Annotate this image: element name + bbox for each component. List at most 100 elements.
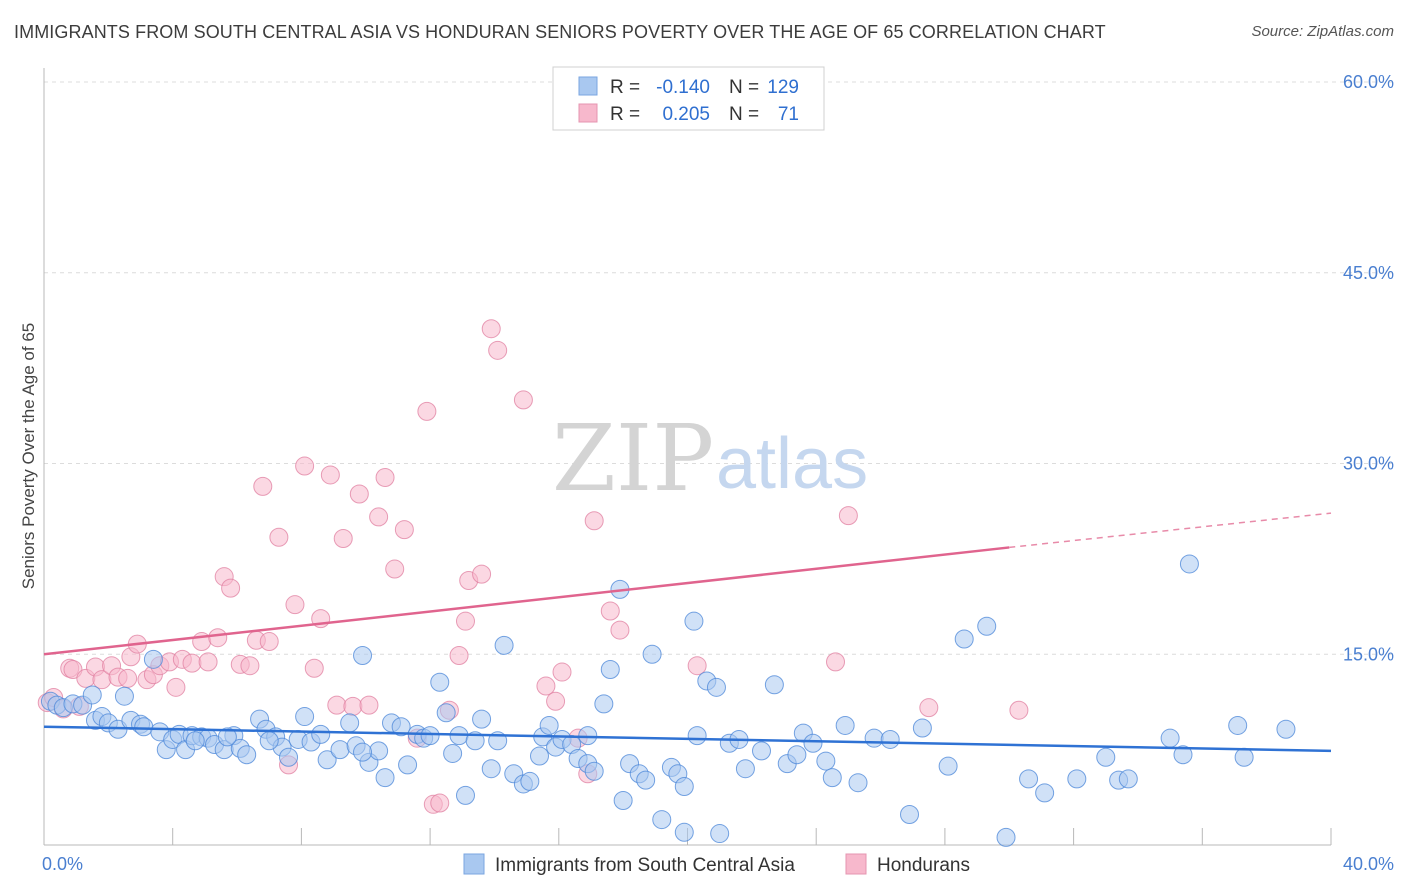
watermark: ZIP atlas [552,405,868,512]
immigrants-point-56 [465,731,485,751]
hondurans-point-29 [253,476,273,496]
immigrants-point-108 [1019,769,1039,789]
hondurans-point-18 [166,677,186,697]
hondurans-point-48 [417,401,437,421]
immigrants-point-50 [420,726,440,746]
immigrants-points [40,554,1296,847]
hondurans-point-56 [481,319,501,339]
immigrants-point-126 [217,727,237,747]
legend-r-label-pink: R = [610,104,640,125]
immigrants-point-91 [764,675,784,695]
immigrants-point-41 [353,646,373,666]
immigrants-point-44 [375,768,395,788]
hondurans-point-59 [536,676,556,696]
immigrants-point-127 [259,731,279,751]
immigrants-point-125 [185,731,205,751]
hondurans-point-61 [552,662,572,682]
hondurans-trend-line [43,546,1010,656]
immigrants-point-78 [642,644,662,664]
immigrants-point-57 [472,709,492,729]
series-legend: Immigrants from South Central Asia Hondu… [463,853,970,876]
watermark-atlas: atlas [716,424,868,504]
hondurans-point-27 [240,656,260,676]
immigrants-point-109 [1035,783,1055,803]
immigrants-trend-line [43,725,1332,753]
legend-swatch-blue [578,76,598,96]
legend-bottom-label-blue: Immigrants from South Central Asia [495,855,795,876]
legend-n-label-pink: N = [729,104,759,125]
hondurans-point-50 [430,793,450,813]
immigrants-point-90 [752,741,772,761]
immigrants-point-52 [436,703,456,723]
legend-r-label-blue: R = [610,77,640,98]
hondurans-point-42 [359,695,379,715]
hondurans-point-57 [488,340,508,360]
immigrants-point-55 [455,785,475,805]
hondurans-point-37 [320,465,340,485]
legend-bottom-swatch-pink [845,853,867,875]
hondurans-point-68 [826,652,846,672]
hondurans-point-11 [118,668,138,688]
hondurans-point-55 [472,564,492,584]
legend-swatch-pink [578,103,598,123]
immigrants-point-96 [816,751,836,771]
correlation-legend: R = -0.140 N = 129 R = 0.205 N = 71 [552,66,825,131]
hondurans-point-23 [208,628,228,648]
hondurans-point-52 [449,646,469,666]
immigrants-point-100 [864,728,884,748]
hondurans-point-46 [394,520,414,540]
immigrants-point-65 [539,715,559,735]
immigrants-point-104 [938,756,958,776]
immigrants-point-102 [900,804,920,824]
immigrants-point-47 [398,755,418,775]
immigrants-point-39 [340,713,360,733]
legend-r-value-blue: -0.140 [656,77,710,98]
immigrants-point-71 [584,761,604,781]
immigrants-point-5 [82,685,102,705]
watermark-zip: ZIP [552,405,714,512]
hondurans-point-64 [584,511,604,531]
hondurans-point-65 [600,601,620,621]
immigrants-point-111 [1096,747,1116,767]
immigrants-point-34 [295,707,315,727]
hondurans-trend-extension [1009,512,1332,549]
x-ticks [43,828,1332,845]
hondurans-point-67 [687,656,707,676]
immigrants-point-93 [787,745,807,765]
immigrants-point-63 [520,771,540,791]
immigrants-point-43 [369,741,389,761]
immigrants-point-79 [652,810,672,830]
hondurans-point-31 [269,527,289,547]
immigrants-point-113 [1118,769,1138,789]
hondurans-point-70 [919,698,939,718]
x-tick-label-min: 0.0% [42,854,83,874]
hondurans-point-38 [327,695,347,715]
immigrants-point-53 [443,743,463,763]
immigrants-point-117 [1228,715,1248,735]
legend-n-label-blue: N = [729,77,759,98]
chart-source: Source: ZipAtlas.com [1251,23,1394,40]
immigrants-point-116 [1179,554,1199,574]
immigrants-point-105 [954,629,974,649]
hondurans-point-45 [385,559,405,579]
immigrants-point-36 [311,724,331,744]
immigrants-point-84 [687,726,707,746]
immigrants-point-83 [684,611,704,631]
immigrants-point-107 [996,827,1016,847]
immigrants-point-99 [848,773,868,793]
immigrants-point-95 [803,733,823,753]
y-tick-label-60: 60.0% [1343,72,1394,92]
legend-box [552,66,825,131]
immigrants-point-60 [494,635,514,655]
immigrants-point-38 [330,740,350,760]
immigrants-point-32 [279,747,299,767]
immigrants-point-27 [237,745,257,765]
immigrants-point-103 [912,718,932,738]
hondurans-point-41 [349,484,369,504]
immigrants-point-97 [822,768,842,788]
hondurans-point-43 [369,507,389,527]
hondurans-point-35 [304,658,324,678]
immigrants-point-37 [317,750,337,770]
hondurans-point-40 [343,696,363,716]
